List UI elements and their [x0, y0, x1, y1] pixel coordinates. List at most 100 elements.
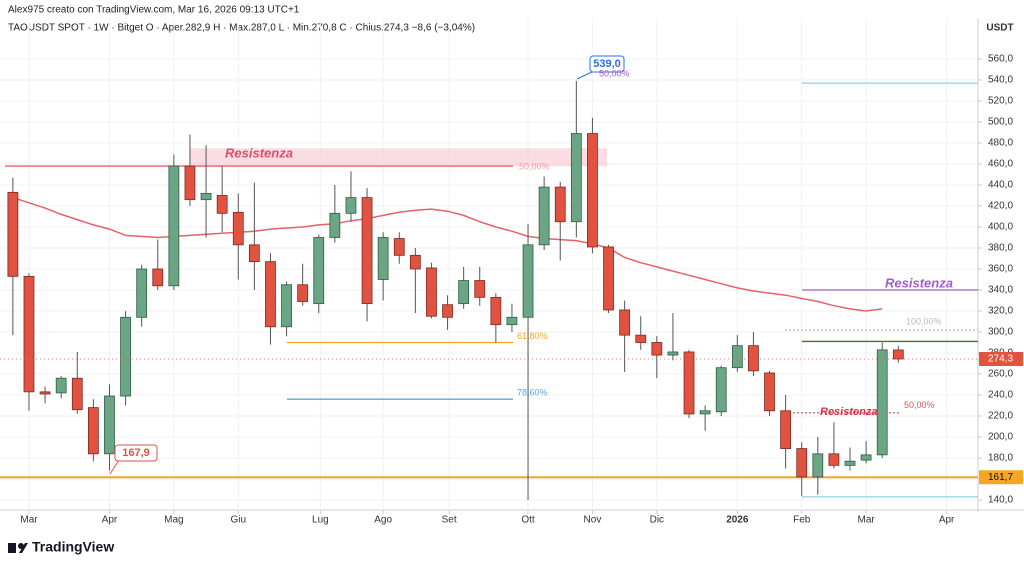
candle-body — [522, 244, 534, 318]
candle-body — [426, 267, 437, 317]
candle-body — [876, 349, 888, 456]
candle-body — [409, 254, 421, 270]
y-tick-label: 380,0 — [988, 243, 1013, 254]
x-tick-label: Ott — [521, 515, 535, 526]
x-tick-label: Feb — [793, 515, 811, 526]
candle-body — [168, 165, 180, 287]
plot: Resistenza 50,00% 61,80% 78,60% Resistenza 10… — [0, 18, 978, 510]
symbol-legend: TAOUSDT SPOT · 1W · Bitget O · Aper.282,… — [8, 23, 475, 34]
candle-body — [345, 197, 357, 214]
candle-body — [780, 410, 792, 449]
callout-label: 539,0 — [593, 58, 621, 70]
y-tick-label: 440,0 — [988, 180, 1013, 191]
candle-body — [232, 211, 244, 246]
level-label: Resistenza — [885, 275, 953, 290]
x-tick-label: Ago — [374, 515, 392, 526]
candle-body — [104, 395, 115, 455]
y-tick-label: 540,0 — [988, 75, 1013, 86]
x-tick-label: Mar — [20, 515, 38, 526]
candle-body — [844, 460, 856, 466]
candle-body — [281, 284, 292, 328]
candle-body — [361, 197, 373, 305]
candle-body — [329, 212, 341, 238]
candle-body — [683, 351, 695, 415]
candle-body — [7, 191, 19, 277]
candle-body — [635, 334, 647, 343]
credit: Alex975 creato con TradingView.com, Mar … — [8, 5, 300, 16]
candle-body — [570, 133, 582, 223]
candle-body — [715, 367, 727, 413]
level-label: 78,60% — [517, 388, 548, 398]
candle-body — [892, 349, 904, 360]
axis-label-box — [979, 351, 1023, 366]
candle-body — [764, 372, 775, 412]
candle-body — [200, 192, 212, 201]
candle-body — [651, 342, 663, 356]
candle-body — [377, 237, 389, 280]
zone-label: Resistenza — [225, 146, 293, 161]
candle-body — [474, 280, 486, 298]
candle-body — [554, 186, 566, 223]
x-tick-label: Giu — [230, 515, 246, 526]
axis-label-box — [979, 470, 1023, 485]
level-label: 100,00% — [906, 316, 942, 326]
candle-body — [812, 453, 824, 478]
y-tick-label: 300,0 — [988, 327, 1013, 338]
moving-average — [12, 196, 883, 312]
x-tick-label: Set — [442, 515, 457, 526]
y-tick-label: 200,0 — [988, 432, 1013, 443]
brand: TradingView — [32, 539, 114, 555]
y-tick-label: 180,0 — [988, 453, 1013, 464]
y-tick-label: 560,0 — [988, 54, 1013, 65]
y-tick-label: 340,0 — [988, 285, 1013, 296]
candle-body — [184, 165, 196, 201]
candle-body — [538, 186, 550, 246]
candle-body — [87, 407, 99, 455]
level-label: 61,80% — [517, 331, 548, 341]
candle-body — [152, 268, 164, 287]
callout-box — [114, 444, 158, 462]
candle-body — [442, 304, 453, 318]
candle-body — [39, 391, 51, 395]
candle-body — [748, 345, 759, 372]
callout-tag: 50,00% — [599, 68, 630, 78]
y-tick-label: 140,0 — [988, 495, 1013, 506]
candle-body — [248, 244, 260, 263]
axis-label: 274,3 — [988, 354, 1013, 365]
candle-body — [619, 309, 631, 336]
candle-body — [55, 377, 67, 394]
x-tick-label: Lug — [312, 515, 329, 526]
candle-body — [393, 238, 405, 256]
y-tick-label: 420,0 — [988, 201, 1013, 212]
candle-body — [136, 268, 148, 318]
x-tick-label: Mag — [164, 515, 183, 526]
resistance-zone — [190, 148, 607, 167]
x-tick-label: 2026 — [726, 515, 749, 526]
x-tick-label: Nov — [584, 515, 602, 526]
candle-body — [699, 410, 711, 415]
y-tick-label: 360,0 — [988, 264, 1013, 275]
x-tick-label: Mar — [857, 515, 875, 526]
candle-body — [458, 280, 470, 305]
candle-body — [860, 454, 872, 461]
y-tick-label: 240,0 — [988, 390, 1013, 401]
candle-body — [71, 377, 83, 411]
candle-body — [265, 261, 276, 328]
callout-arrow — [576, 70, 595, 80]
candle-body — [120, 316, 131, 397]
x-tick-label: Apr — [939, 515, 955, 526]
y-tick-label: 260,0 — [988, 369, 1013, 380]
candle-body — [506, 316, 518, 326]
y-tick-label: 220,0 — [988, 411, 1013, 422]
zone-tag: 50,00% — [519, 161, 550, 171]
level-tag: Resistenza — [820, 406, 877, 418]
candle-body — [796, 448, 808, 478]
x-tick-label: Dic — [650, 515, 664, 526]
x-tick-label: Apr — [102, 515, 118, 526]
level-label: 50,00% — [904, 400, 935, 410]
candle-body — [297, 284, 309, 302]
candle-body — [828, 453, 840, 466]
brand-logo — [8, 543, 28, 553]
